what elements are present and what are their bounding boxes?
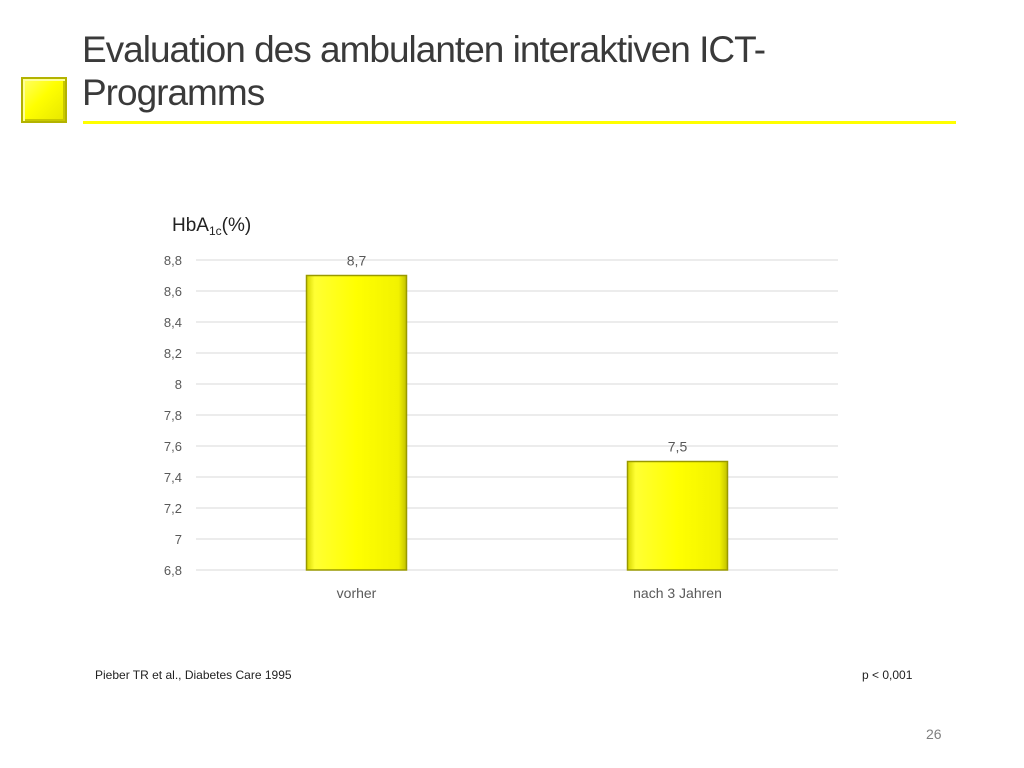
y-tick-label: 8	[175, 377, 182, 392]
y-tick-label: 8,6	[164, 284, 182, 299]
data-label: 8,7	[347, 253, 367, 269]
bar	[305, 274, 408, 571]
y-tick-label: 8,2	[164, 346, 182, 361]
y-tick-label: 8,8	[164, 253, 182, 268]
slide-title: Evaluation des ambulanten interaktiven I…	[82, 29, 766, 113]
p-value: p < 0,001	[862, 668, 913, 682]
data-labels: 8,7 7,5	[347, 253, 688, 455]
y-axis-title-base: HbA	[172, 215, 209, 236]
y-tick-label: 7,8	[164, 408, 182, 423]
y-axis-title-unit: (%)	[221, 215, 252, 236]
y-axis-title: HbA1c(%)	[172, 215, 251, 238]
y-tick-label: 8,4	[164, 315, 182, 330]
y-tick-label: 6,8	[164, 563, 182, 578]
y-axis-title-subscript: 1c	[208, 224, 222, 238]
y-tick-label: 7	[175, 532, 182, 547]
gridlines	[196, 259, 838, 571]
x-tick-label: vorher	[337, 585, 377, 601]
bars	[305, 274, 729, 571]
citation: Pieber TR et al., Diabetes Care 1995	[95, 668, 292, 682]
x-axis-labels: vorher nach 3 Jahren	[337, 585, 722, 601]
y-axis-ticks: 6,8 7 7,2 7,4 7,6 7,8 8 8,2 8,4 8,6 8,8	[164, 253, 182, 578]
data-label: 7,5	[668, 439, 688, 455]
title-underline	[83, 121, 956, 124]
bar	[626, 460, 729, 571]
y-tick-label: 7,2	[164, 501, 182, 516]
title-accent-square	[21, 77, 67, 123]
x-tick-label: nach 3 Jahren	[633, 585, 722, 601]
y-tick-label: 7,4	[164, 470, 182, 485]
y-tick-label: 7,6	[164, 439, 182, 454]
page-number: 26	[926, 726, 942, 742]
